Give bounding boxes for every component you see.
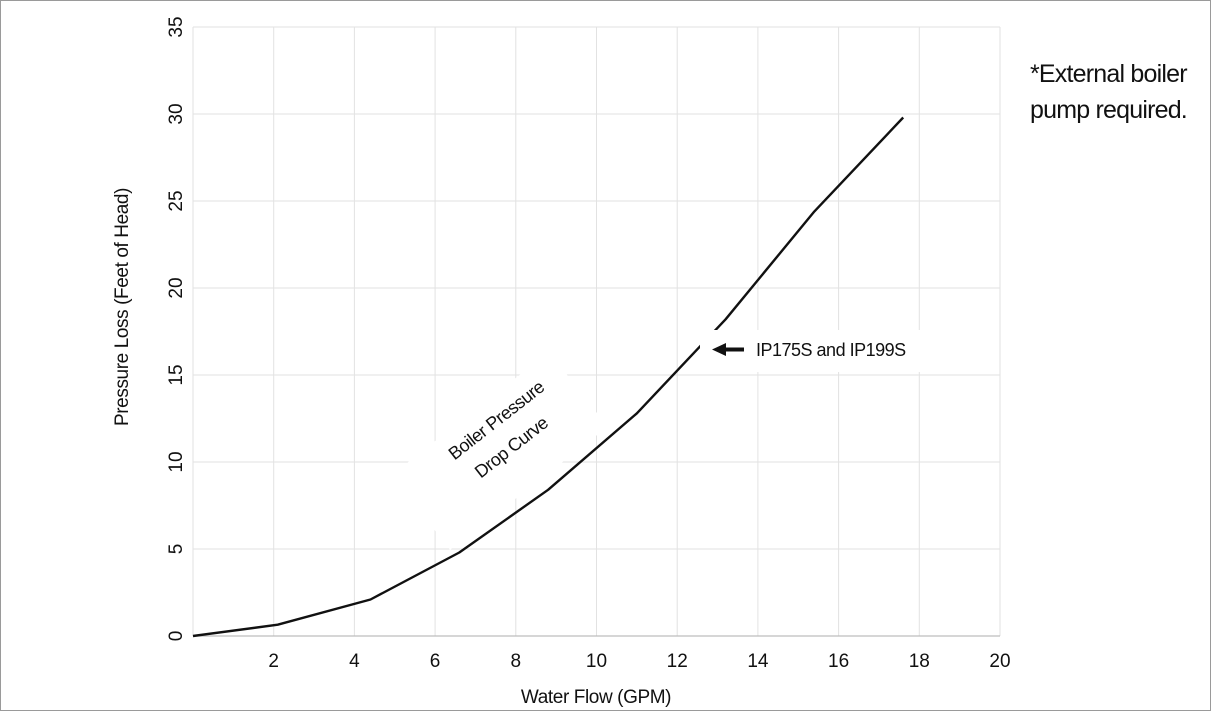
- y-tick-label: 10: [166, 451, 187, 472]
- x-tick-label: 18: [909, 651, 930, 672]
- annotations: Boiler Pressure Drop Curve IP175S and IP…: [391, 330, 940, 550]
- y-tick-label: 0: [166, 631, 187, 642]
- y-tick-label: 35: [166, 16, 187, 37]
- y-tick-label: 25: [166, 190, 187, 211]
- x-tick-label: 12: [667, 651, 688, 672]
- x-tick-label: 6: [430, 651, 441, 672]
- x-tick-label: 20: [989, 651, 1010, 672]
- x-tick-label: 2: [268, 651, 279, 672]
- x-tick-label: 4: [349, 651, 360, 672]
- x-tick-label: 8: [511, 651, 522, 672]
- tick-labels: 2 4 6 8 10 12 14 16 18 20 0 5 10 15 20 25 30 35: [166, 16, 1011, 672]
- x-tick-label: 10: [586, 651, 607, 672]
- footnote-line1: *External boiler: [1030, 60, 1188, 88]
- series-line: [192, 116, 905, 638]
- curve-label-background: [391, 351, 608, 550]
- y-axis-title: Pressure Loss (Feet of Head): [112, 188, 133, 426]
- arrow-left-icon: [712, 343, 744, 356]
- x-tick-label: 16: [828, 651, 849, 672]
- grid-lines: [192, 26, 1001, 637]
- footnote-line2: pump required.: [1030, 96, 1188, 124]
- y-tick-label: 15: [166, 364, 187, 385]
- x-tick-label: 14: [747, 651, 769, 672]
- y-tick-label: 30: [166, 103, 187, 124]
- footnote: *External boiler pump required.: [1030, 56, 1188, 128]
- y-tick-label: 5: [166, 544, 187, 555]
- x-axis-title: Water Flow (GPM): [521, 687, 671, 708]
- series-layer: [192, 116, 905, 638]
- series-label: IP175S and IP199S: [756, 340, 906, 360]
- y-tick-label: 20: [166, 277, 187, 298]
